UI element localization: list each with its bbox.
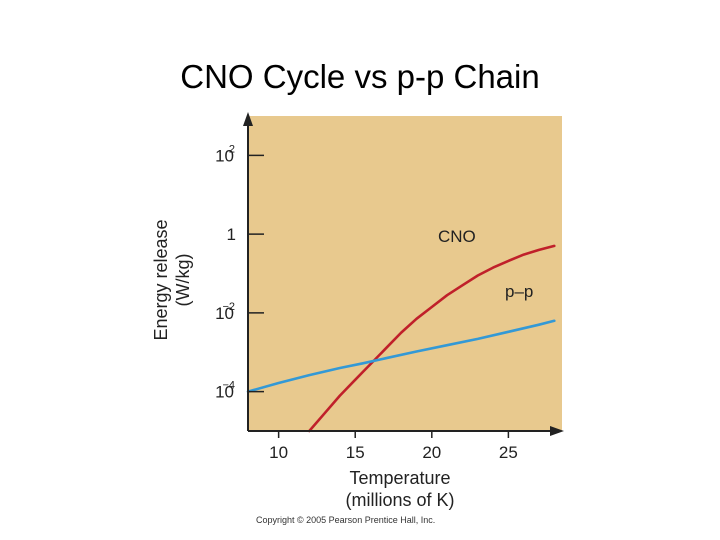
series-line-pp [246,319,556,393]
y-axis-title: Energy release [151,219,171,340]
x-axis-arrow-icon [550,426,564,436]
y-tick-label: 1 [227,225,236,244]
plot-background [248,116,562,431]
y-tick-exponent: 2 [229,143,235,155]
x-axis-units: (millions of K) [345,490,454,510]
x-tick-label: 20 [422,443,441,462]
y-tick-label: 10 [215,146,234,165]
x-tick-label: 15 [346,443,365,462]
copyright-notice: Copyright © 2005 Pearson Prentice Hall, … [256,515,435,525]
y-tick-exponent: −4 [222,380,235,392]
y-axis-units: (W/kg) [173,254,193,307]
y-tick-exponent: −2 [222,301,235,313]
series-line-cno [307,244,556,433]
y-axis-arrow-icon [243,112,253,126]
y-tick-label: 10 [215,383,234,402]
x-axis-title: Temperature [349,468,450,488]
axes-layer [243,112,564,436]
x-tick-label: 10 [269,443,288,462]
x-tick-label: 25 [499,443,518,462]
slide-title: CNO Cycle vs p-p Chain [180,58,540,95]
y-tick-label: 10 [215,304,234,323]
series-label-pp: p–p [505,282,533,301]
series-layer [246,244,556,433]
series-label-cno: CNO [438,227,476,246]
